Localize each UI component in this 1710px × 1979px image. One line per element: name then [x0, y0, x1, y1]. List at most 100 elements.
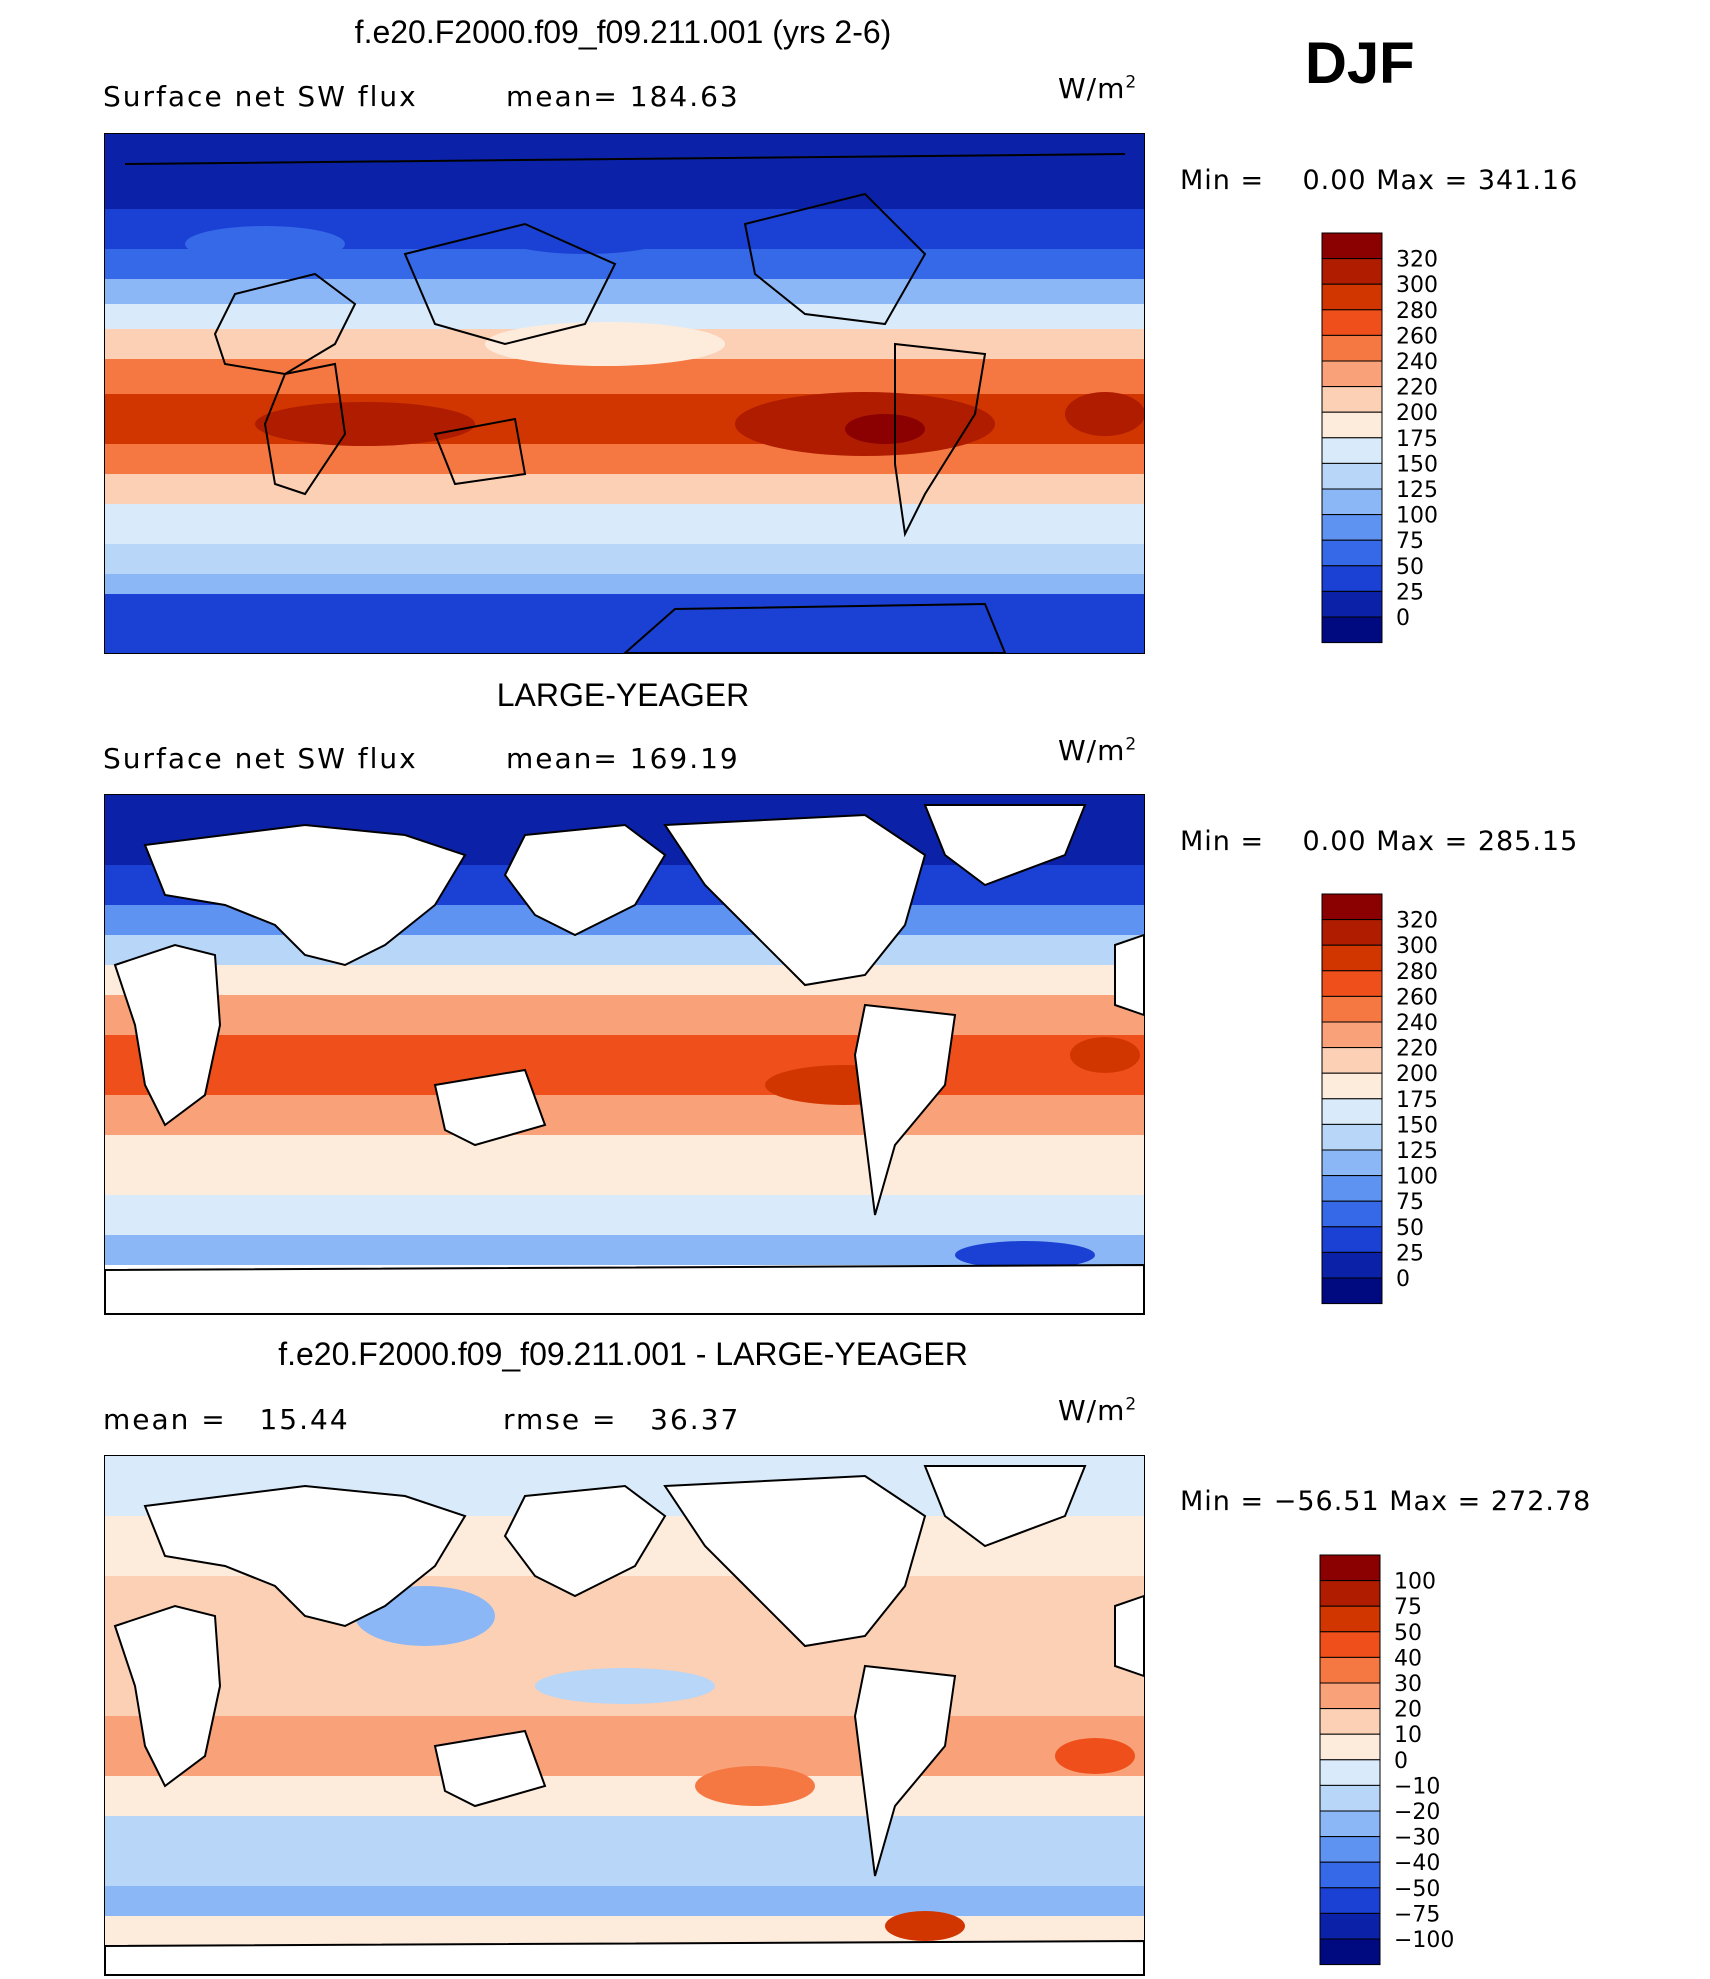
colorbar-swatch	[1321, 565, 1383, 592]
colorbar-label: 300	[1396, 934, 1438, 959]
panel-3-units: W/m2	[1058, 1394, 1138, 1427]
colorbar-swatch	[1321, 1072, 1383, 1100]
panel-3-minmax: Min = −56.51 Max = 272.78	[1180, 1486, 1592, 1517]
colorbar-label: 50	[1396, 555, 1424, 580]
panel-1-title: f.e20.F2000.f09_f09.211.001 (yrs 2-6)	[354, 14, 892, 50]
panel-3-mean-label: mean = 15.44	[103, 1403, 350, 1436]
colorbar-swatch	[1319, 1708, 1381, 1735]
colorbar-swatch	[1321, 360, 1383, 388]
colorbar-label: −20	[1394, 1800, 1440, 1825]
colorbar-label: 100	[1396, 504, 1438, 529]
colorbar-swatch	[1319, 1631, 1381, 1658]
panel-2-units: W/m2	[1058, 734, 1138, 767]
colorbar-label: 25	[1396, 1241, 1424, 1266]
colorbar-label: 260	[1396, 324, 1438, 349]
colorbar-swatch	[1321, 919, 1383, 946]
colorbar-swatch	[1319, 1733, 1381, 1761]
colorbar-label: 200	[1396, 401, 1438, 426]
panel-1-colorbar: 320 300 280 260 240 220 200 175 150 125 100 75 50 25 0	[1321, 232, 1482, 647]
colorbar-label: 150	[1396, 1113, 1438, 1138]
colorbar-swatch	[1321, 1277, 1383, 1305]
panel-2-minmax: Min = 0.00 Max = 285.15	[1180, 826, 1579, 857]
colorbar-label: 320	[1396, 909, 1438, 934]
colorbar-label: 240	[1396, 350, 1438, 375]
panel-1-variable-label: Surface net SW flux	[103, 80, 418, 113]
colorbar-swatch	[1321, 616, 1383, 644]
panel-2-map[interactable]	[104, 794, 1145, 1315]
colorbar-label: −75	[1394, 1902, 1440, 1927]
colorbar-label: 320	[1396, 248, 1438, 273]
colorbar-label: 25	[1396, 580, 1424, 605]
colorbar-label: 30	[1394, 1672, 1422, 1697]
colorbar-swatch	[1321, 1226, 1383, 1253]
panel-1-minmax: Min = 0.00 Max = 341.16	[1180, 165, 1579, 196]
colorbar-label: 50	[1394, 1621, 1422, 1646]
colorbar-swatch	[1319, 1861, 1381, 1889]
panel-3-map[interactable]	[104, 1455, 1145, 1976]
colorbar-label: 50	[1396, 1216, 1424, 1241]
colorbar-swatch	[1321, 1021, 1383, 1049]
colorbar-swatch	[1321, 309, 1383, 336]
colorbar-swatch	[1321, 944, 1383, 972]
colorbar-label: 10	[1394, 1723, 1422, 1748]
season-label: DJF	[1305, 31, 1415, 96]
colorbar-swatch	[1321, 893, 1383, 921]
colorbar-swatch	[1319, 1682, 1381, 1710]
colorbar-swatch	[1321, 283, 1383, 311]
colorbar-swatch	[1321, 1047, 1383, 1074]
panel-3-rmse-label: rmse = 36.37	[503, 1403, 741, 1436]
colorbar-label: 300	[1396, 273, 1438, 298]
colorbar-label: 100	[1396, 1165, 1438, 1190]
colorbar-swatch	[1321, 539, 1383, 567]
colorbar-label: 75	[1396, 1190, 1424, 1215]
colorbar-swatch	[1321, 258, 1383, 285]
colorbar-label: 260	[1396, 985, 1438, 1010]
colorbar-swatch	[1319, 1784, 1381, 1812]
colorbar-swatch	[1321, 386, 1383, 413]
colorbar-swatch	[1321, 1251, 1383, 1279]
colorbar-swatch	[1321, 970, 1383, 997]
colorbar-swatch	[1319, 1605, 1381, 1633]
colorbar-label: 100	[1394, 1570, 1436, 1595]
colorbar-swatch	[1321, 1123, 1383, 1151]
colorbar-swatch	[1321, 334, 1383, 362]
colorbar-swatch	[1321, 514, 1383, 541]
panel-1-units: W/m2	[1058, 72, 1138, 105]
colorbar-swatch	[1321, 1098, 1383, 1125]
panel-1-map[interactable]	[104, 133, 1145, 654]
colorbar-swatch	[1321, 411, 1383, 439]
colorbar-swatch	[1319, 1554, 1381, 1582]
panel-2-title: LARGE-YEAGER	[496, 677, 750, 713]
colorbar-label: −100	[1394, 1928, 1454, 1953]
colorbar-label: 0	[1396, 1267, 1410, 1292]
colorbar-swatch	[1321, 590, 1383, 618]
colorbar-label: 220	[1396, 376, 1438, 401]
colorbar-swatch	[1321, 488, 1383, 516]
colorbar-swatch	[1321, 995, 1383, 1023]
panel-1-coastlines	[124, 153, 1126, 653]
colorbar-label: 20	[1394, 1698, 1422, 1723]
colorbar-swatch	[1319, 1836, 1381, 1863]
colorbar-label: 220	[1396, 1037, 1438, 1062]
colorbar-swatch	[1319, 1580, 1381, 1607]
colorbar-label: −40	[1394, 1851, 1440, 1876]
colorbar-label: −30	[1394, 1826, 1440, 1851]
colorbar-swatch	[1319, 1810, 1381, 1838]
colorbar-swatch	[1321, 1149, 1383, 1177]
colorbar-swatch	[1321, 1200, 1383, 1228]
panel-2-mean-label: mean= 169.19	[506, 742, 740, 775]
panel-3-title: f.e20.F2000.f09_f09.211.001 - LARGE-YEAG…	[278, 1336, 968, 1372]
panel-3-map-svg	[105, 1456, 1144, 1975]
panel-1-map-svg	[105, 134, 1144, 653]
colorbar-label: −10	[1394, 1774, 1440, 1799]
colorbar-swatch	[1319, 1656, 1381, 1684]
colorbar-label: 125	[1396, 1139, 1438, 1164]
colorbar-swatch	[1319, 1759, 1381, 1786]
panel-3-colorbar: 100 75 50 40 30 20 10 0 −10 −20 −30 −40 −50 −75 −100	[1319, 1554, 1480, 1969]
colorbar-label: 150	[1396, 452, 1438, 477]
panel-2-land	[105, 804, 1144, 1314]
colorbar-swatch	[1321, 232, 1383, 260]
